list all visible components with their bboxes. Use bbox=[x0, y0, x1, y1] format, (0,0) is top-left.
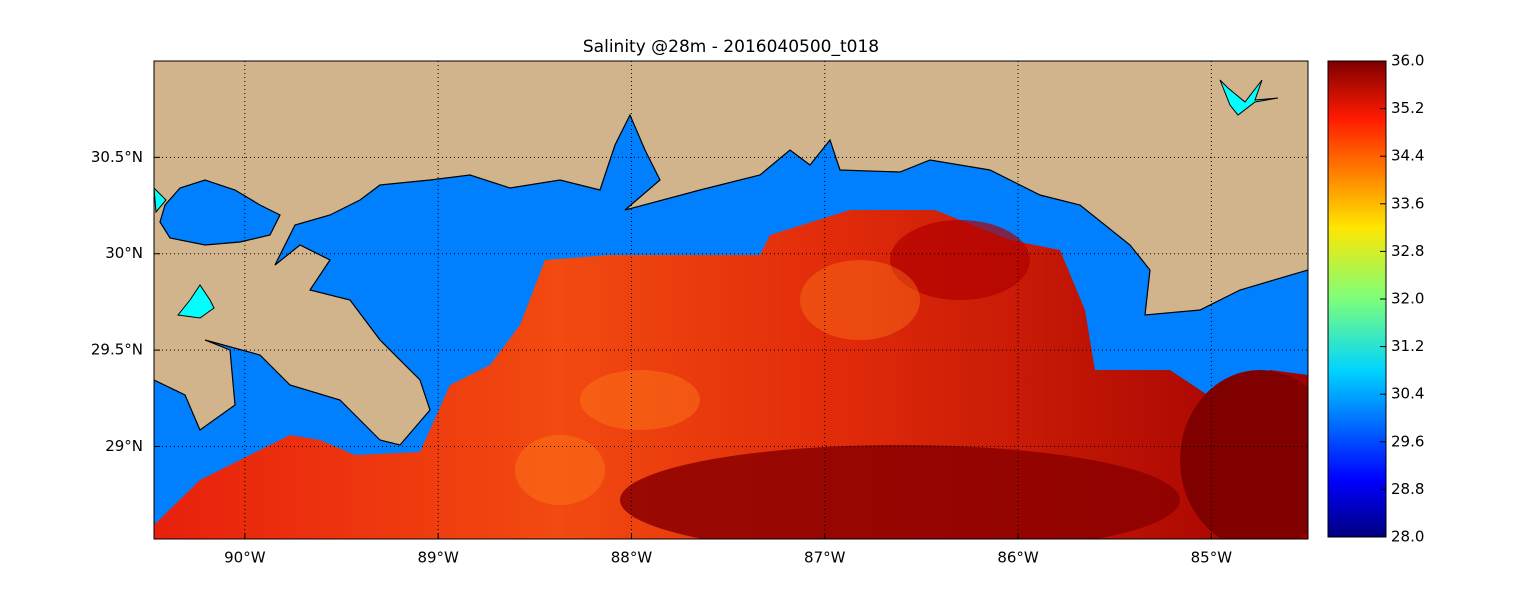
x-tick-label: 87°W bbox=[804, 549, 846, 567]
small-lake bbox=[177, 284, 215, 319]
y-tick-label: 29.5°N bbox=[91, 341, 143, 359]
colorbar-tick-label: 30.4 bbox=[1391, 385, 1424, 403]
grid bbox=[154, 61, 1308, 539]
colorbar bbox=[1327, 60, 1387, 538]
small-lake bbox=[154, 187, 167, 214]
x-tick-label: 85°W bbox=[1191, 549, 1233, 567]
colorbar-tick-label: 32.8 bbox=[1391, 242, 1424, 260]
colorbar-tick-label: 35.2 bbox=[1391, 99, 1424, 117]
small-lake bbox=[1219, 79, 1279, 116]
colorbar-tick-label: 28.8 bbox=[1391, 480, 1424, 498]
colorbar-tick-label: 28.0 bbox=[1391, 528, 1424, 546]
map-frame bbox=[153, 60, 1309, 540]
salinity-field bbox=[890, 220, 1030, 300]
colorbar-tick-label: 31.2 bbox=[1391, 337, 1424, 355]
x-tick-label: 88°W bbox=[611, 549, 653, 567]
salinity-field bbox=[515, 435, 605, 505]
salinity-field bbox=[800, 260, 920, 340]
y-tick-label: 30.5°N bbox=[91, 148, 143, 166]
colorbar-tick-label: 36.0 bbox=[1391, 52, 1424, 70]
map-area bbox=[154, 61, 1308, 539]
x-tick-label: 89°W bbox=[417, 549, 459, 567]
lake bbox=[159, 179, 281, 246]
x-tick-label: 86°W bbox=[997, 549, 1039, 567]
salinity-field bbox=[1180, 370, 1308, 539]
x-tick-label: 90°W bbox=[224, 549, 266, 567]
y-tick-label: 29°N bbox=[105, 437, 143, 455]
colorbar-tick-label: 32.0 bbox=[1391, 290, 1424, 308]
salinity-field bbox=[580, 370, 700, 430]
colorbar-tick-label: 29.6 bbox=[1391, 432, 1424, 450]
salinity-field bbox=[620, 445, 1180, 539]
colorbar-tick-label: 33.6 bbox=[1391, 194, 1424, 212]
colorbar-tick-label: 34.4 bbox=[1391, 147, 1424, 165]
map-title: Salinity @28m - 2016040500_t018 bbox=[583, 37, 879, 57]
y-tick-label: 30°N bbox=[105, 244, 143, 262]
